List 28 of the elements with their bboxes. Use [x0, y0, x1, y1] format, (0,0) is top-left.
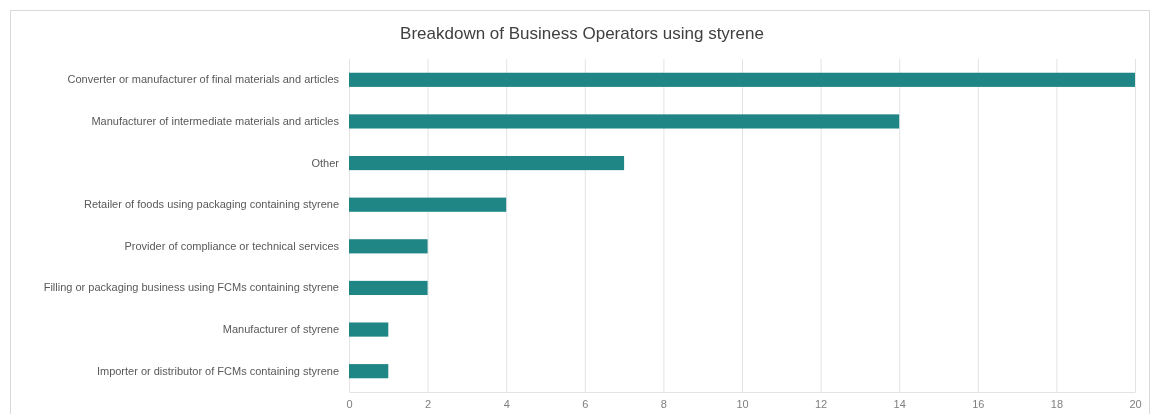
bar	[349, 239, 428, 254]
x-tick-label: 4	[503, 397, 510, 410]
bar	[349, 155, 625, 171]
bar	[349, 114, 900, 129]
bar	[349, 322, 389, 337]
y-tick-label: Manufacturer of styrene	[222, 323, 339, 336]
bar	[349, 72, 1135, 87]
x-tick-label: 6	[582, 397, 589, 410]
x-tick-label: 14	[893, 397, 906, 410]
y-tick-label: Provider of compliance or technical services	[124, 239, 340, 252]
y-tick-label: Importer or distributor of FCMs containing styrene	[96, 364, 339, 377]
x-tick-label: 16	[972, 397, 985, 410]
bar	[349, 197, 507, 212]
y-tick-label: Filling or packaging business using FCMs containing styrene	[43, 281, 339, 294]
bar	[349, 280, 428, 296]
x-tick-label: 2	[425, 397, 432, 410]
y-tick-label: Manufacturer of intermediate materials and articles	[91, 114, 340, 127]
y-tick-label: Converter or manufacturer of final materials and articles	[67, 73, 340, 86]
y-tick-label: Other	[311, 156, 340, 169]
x-tick-label: 18	[1050, 397, 1064, 410]
x-tick-label: 0	[346, 397, 353, 410]
bar	[349, 364, 389, 379]
x-tick-label: 10	[736, 397, 749, 410]
x-tick-label: 20	[1129, 397, 1142, 410]
x-tick-label: 8	[660, 397, 667, 410]
x-tick-label: 12	[814, 397, 828, 410]
y-tick-label: Retailer of foods using packaging containing styrene	[84, 198, 339, 211]
chart-title: Breakdown of Business Operators using styrene	[400, 24, 764, 43]
